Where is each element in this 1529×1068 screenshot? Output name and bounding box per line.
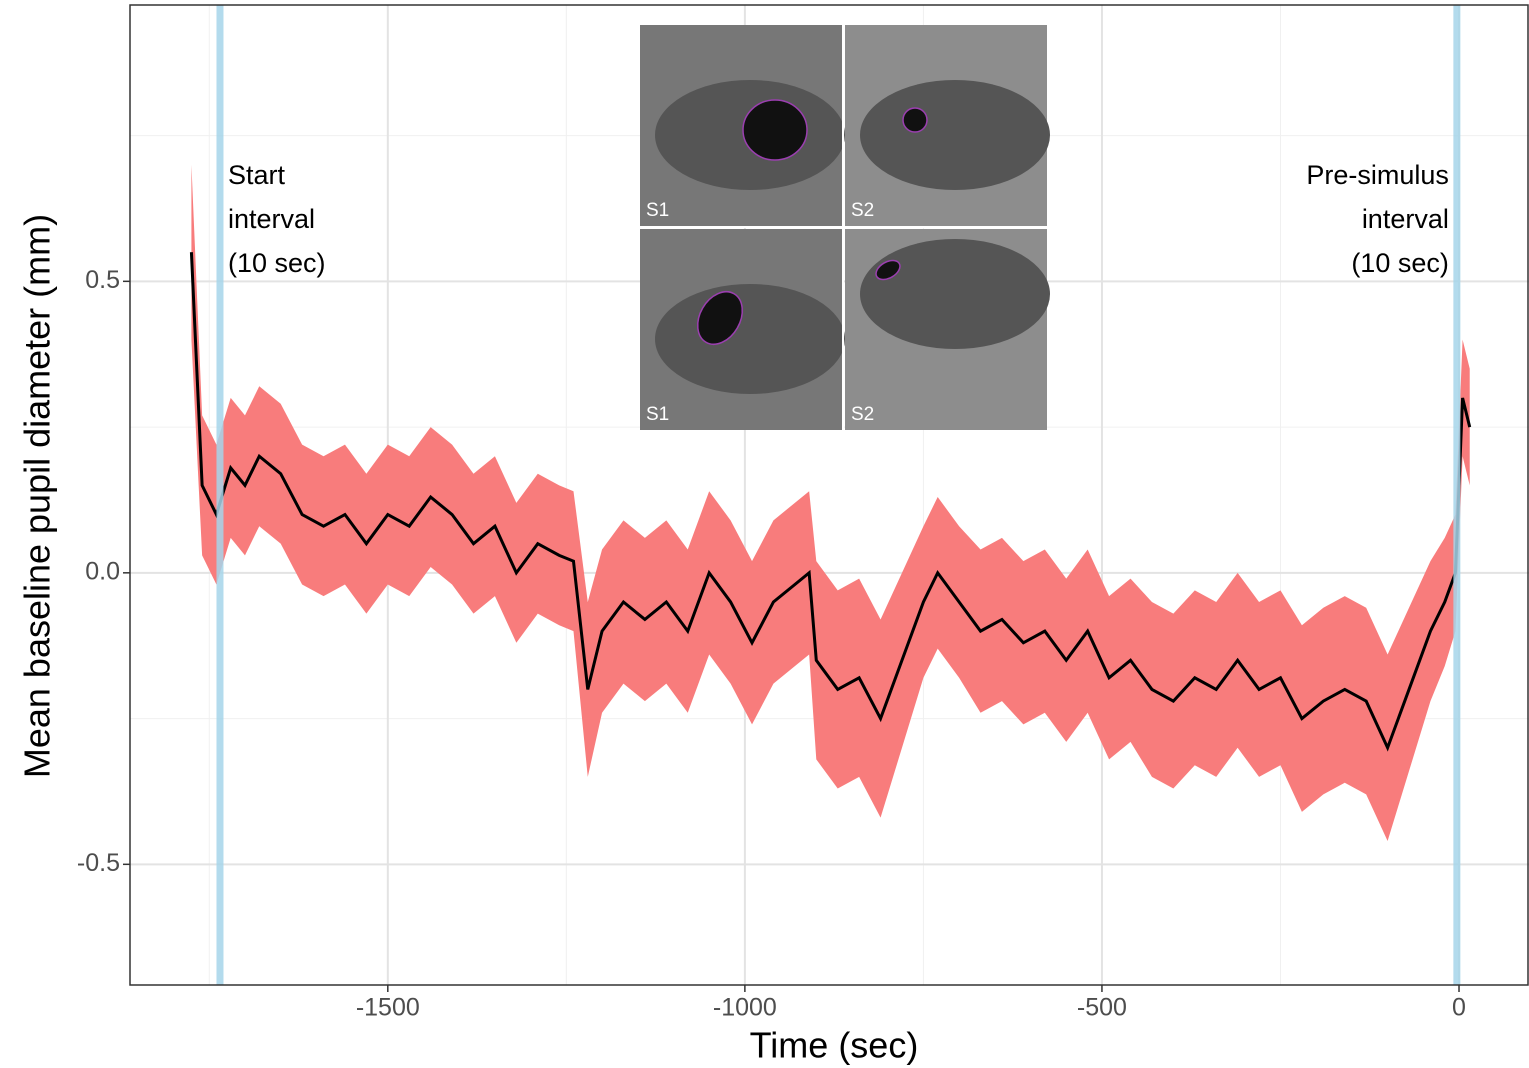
- y-tick-label: 0.5: [85, 266, 120, 294]
- ribbon: [191, 164, 1470, 842]
- inset-label: S2: [851, 200, 874, 221]
- annotation: Pre-simulus: [1306, 160, 1449, 190]
- y-tick-label: -0.5: [77, 849, 120, 877]
- inset: S1 S2 S1 S2: [640, 25, 1050, 430]
- x-tick-label: -1000: [713, 994, 777, 1022]
- annotation: interval: [1362, 204, 1449, 234]
- x-axis-title: Time (sec): [750, 1025, 919, 1066]
- line: [189, 252, 1472, 752]
- pupil: [696, 291, 744, 345]
- eye: [860, 239, 1050, 349]
- y-tick-label: 0.0: [85, 557, 120, 585]
- inset-label: S1: [646, 200, 669, 221]
- eye: [655, 284, 845, 394]
- annotation: Start: [228, 160, 286, 190]
- x-tick-label: -1500: [356, 994, 420, 1022]
- pupil: [902, 107, 928, 133]
- inset-label: S1: [646, 404, 669, 425]
- inset-label: S2: [851, 404, 874, 425]
- panel-border: [129, 4, 1529, 986]
- y-axis-title: Mean baseline pupil diameter (mm): [17, 214, 58, 778]
- eye: [860, 80, 1050, 190]
- x-tick-label: -500: [1077, 994, 1127, 1022]
- annotation: (10 sec): [228, 248, 326, 278]
- annotation: (10 sec): [1351, 248, 1449, 278]
- pupil: [875, 259, 901, 281]
- annotation: interval: [228, 204, 315, 234]
- x-tick-label: 0: [1452, 994, 1466, 1022]
- pupil: [742, 99, 808, 161]
